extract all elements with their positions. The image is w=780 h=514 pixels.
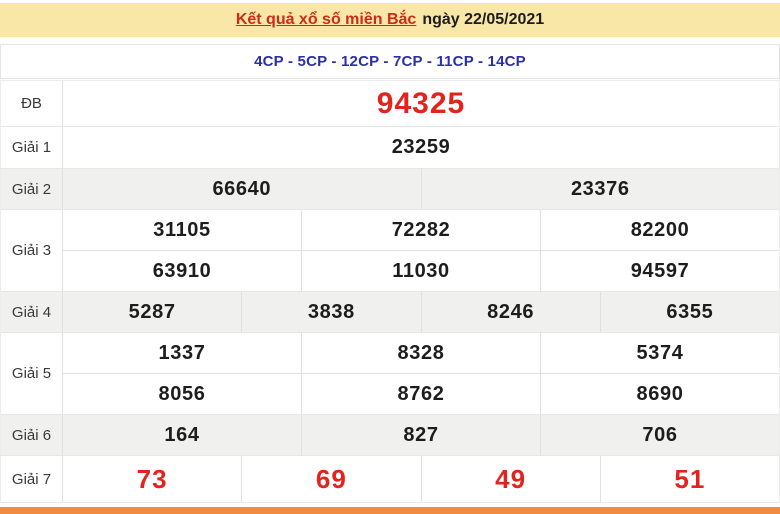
prize-number: 3838: [307, 300, 355, 323]
prize-sub-row: 1337 8328 5374: [63, 333, 779, 373]
cp-links-bar: 4CP - 5CP - 12CP - 7CP - 11CP - 14CP: [0, 44, 780, 79]
prize-cell: 5374: [540, 333, 779, 373]
prize-number: 8690: [636, 382, 684, 405]
prize-number: 5287: [128, 300, 176, 323]
prize-number: 5374: [636, 341, 684, 364]
prize-row: ĐB 94325: [1, 80, 779, 127]
prize-number: 66640: [212, 177, 272, 200]
prize-number: 23376: [570, 177, 630, 200]
prize-cell: 8762: [301, 374, 540, 414]
prize-cell: 73: [63, 456, 241, 502]
prize-number: 8056: [158, 382, 206, 405]
prize-label: Giải 6: [1, 415, 63, 455]
prize-number: 94325: [376, 86, 466, 120]
prize-row-values: 73 69 49 51: [63, 456, 779, 502]
prize-label: Giải 3: [1, 210, 63, 291]
prize-number: 164: [164, 423, 200, 446]
prize-sub-row: 63910 11030 94597: [63, 250, 779, 291]
prize-row-values: 94325: [63, 81, 779, 126]
prize-number: 23259: [391, 136, 451, 158]
prize-number: 94597: [630, 259, 690, 282]
prize-row-values: 5287 3838 8246 6355: [63, 292, 779, 332]
bottom-accent-bar: [0, 507, 780, 514]
prize-number: 706: [642, 423, 678, 446]
prize-cell: 49: [420, 456, 600, 502]
prize-sub-row: 23259: [63, 127, 779, 168]
prize-sub-row: 94325: [63, 81, 779, 126]
prize-row-values: 164 827 706: [63, 415, 779, 455]
prize-row: Giải 1 23259: [1, 127, 779, 169]
prize-cell: 5287: [63, 292, 241, 332]
results-table: ĐB 94325 Giải 1 23259 Giải 2 66640 23376 Giải 3…: [0, 80, 780, 503]
prize-number: 69: [315, 463, 347, 494]
header-bar: Kết quả xổ số miền Bắc ngày 22/05/2021: [0, 3, 780, 37]
prize-label: ĐB: [1, 81, 63, 126]
prize-number: 82200: [630, 218, 690, 241]
prize-number: 73: [136, 463, 168, 494]
prize-row-values: 66640 23376: [63, 169, 779, 209]
prize-row: Giải 2 66640 23376: [1, 169, 779, 210]
prize-cell: 8246: [420, 292, 600, 332]
prize-number: 51: [674, 463, 706, 494]
prize-row: Giải 5 1337 8328 5374 8056 8762 8690: [1, 333, 779, 415]
prize-row-values: 1337 8328 5374 8056 8762 8690: [63, 333, 779, 414]
prize-row: Giải 7 73 69 49 51: [1, 456, 779, 503]
prize-cell: 11030: [301, 251, 540, 291]
prize-cell: 8056: [63, 374, 301, 414]
prize-label: Giải 4: [1, 292, 63, 332]
prize-row: Giải 3 31105 72282 82200 63910 11030 94597: [1, 210, 779, 292]
prize-number: 11030: [392, 259, 450, 282]
prize-number: 72282: [391, 218, 451, 241]
prize-sub-row: 5287 3838 8246 6355: [63, 292, 779, 332]
prize-cell: 706: [540, 415, 779, 455]
prize-cell: 23259: [63, 127, 779, 168]
prize-cell: 66640: [63, 169, 421, 209]
lottery-results-page: Kết quả xổ số miền Bắc ngày 22/05/2021 4…: [0, 3, 780, 514]
prize-number: 8328: [397, 341, 445, 364]
prize-sub-row: 31105 72282 82200: [63, 210, 779, 250]
result-title-date: ngày 22/05/2021: [422, 11, 545, 28]
prize-number: 31105: [153, 218, 211, 241]
prize-sub-row: 66640 23376: [63, 169, 779, 209]
prize-number: 8762: [397, 382, 445, 405]
prize-cell: 164: [63, 415, 301, 455]
prize-cell: 63910: [63, 251, 301, 291]
prize-cell: 31105: [63, 210, 301, 250]
prize-cell: 8690: [540, 374, 779, 414]
prize-sub-row: 164 827 706: [63, 415, 779, 455]
prize-cell: 94597: [540, 251, 779, 291]
prize-sub-row: 73 69 49 51: [63, 456, 779, 502]
prize-row: Giải 6 164 827 706: [1, 415, 779, 456]
prize-number: 1337: [158, 341, 206, 364]
prize-cell: 1337: [63, 333, 301, 373]
result-title-link[interactable]: Kết quả xổ số miền Bắc: [235, 11, 417, 28]
prize-cell: 69: [241, 456, 420, 502]
prize-number: 8246: [487, 300, 535, 323]
prize-cell: 94325: [63, 81, 779, 126]
prize-row-values: 23259: [63, 127, 779, 168]
prize-cell: 827: [301, 415, 540, 455]
cp-links-text[interactable]: 4CP - 5CP - 12CP - 7CP - 11CP - 14CP: [254, 53, 526, 70]
prize-cell: 51: [599, 456, 779, 502]
prize-number: 49: [495, 463, 527, 494]
prize-number: 827: [403, 423, 439, 446]
prize-cell: 8328: [301, 333, 540, 373]
prize-sub-row: 8056 8762 8690: [63, 373, 779, 414]
prize-number: 63910: [152, 259, 212, 282]
prize-row: Giải 4 5287 3838 8246 6355: [1, 292, 779, 333]
prize-cell: 3838: [241, 292, 420, 332]
prize-label: Giải 1: [1, 127, 63, 168]
prize-cell: 6355: [599, 292, 779, 332]
prize-row-values: 31105 72282 82200 63910 11030 94597: [63, 210, 779, 291]
prize-label: Giải 5: [1, 333, 63, 414]
prize-cell: 72282: [301, 210, 540, 250]
prize-cell: 23376: [420, 169, 780, 209]
prize-label: Giải 2: [1, 169, 63, 209]
prize-label: Giải 7: [1, 456, 63, 502]
prize-cell: 82200: [540, 210, 779, 250]
prize-number: 6355: [666, 300, 714, 323]
